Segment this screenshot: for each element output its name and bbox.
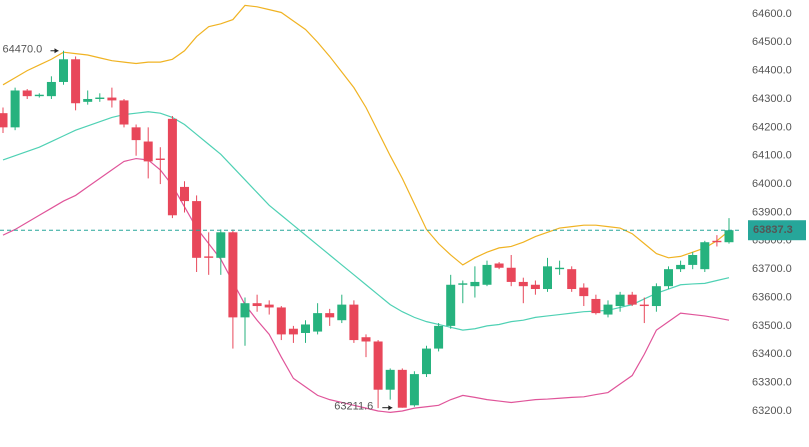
y-tick-label: 63900.0: [752, 206, 792, 218]
candle-body: [252, 303, 262, 307]
candle-body: [385, 369, 395, 390]
candle-body: [264, 304, 274, 308]
y-tick-label: 63300.0: [752, 377, 792, 389]
candle-body: [10, 90, 20, 128]
candle-body: [228, 232, 238, 318]
candle-body: [506, 267, 516, 282]
candle-body: [555, 267, 565, 270]
candle-body: [288, 328, 298, 335]
candle-body: [373, 341, 383, 390]
band-line: [2, 4, 730, 266]
candle-body: [712, 240, 722, 243]
y-tick-label: 64200.0: [752, 121, 792, 133]
y-tick-label: 64100.0: [752, 150, 792, 162]
candle-body: [434, 325, 444, 349]
candle-body: [700, 242, 710, 270]
candle-body: [567, 269, 577, 290]
y-tick-label: 63700.0: [752, 263, 792, 275]
candle-body: [603, 304, 613, 315]
candle-body: [240, 303, 250, 318]
candle-body: [167, 118, 177, 216]
candle-body: [530, 284, 540, 290]
last-price-box: [748, 220, 806, 241]
candle-body: [59, 59, 68, 82]
candle-body: [676, 264, 686, 270]
y-tick-label: 64000.0: [752, 178, 792, 190]
candle-body: [95, 97, 105, 99]
y-tick-label: 64500.0: [752, 36, 792, 48]
candle-body: [131, 127, 141, 141]
candle-body: [34, 94, 44, 97]
candle-body: [216, 232, 226, 258]
candle-body: [422, 348, 431, 375]
candle-body: [627, 294, 637, 305]
candle-body: [409, 374, 419, 406]
candle-body: [482, 264, 492, 285]
max-arrowhead: [54, 48, 59, 54]
candle-body: [361, 337, 371, 342]
candle-body: [724, 230, 734, 243]
candle-body: [639, 304, 649, 307]
candle-body: [337, 304, 347, 321]
max-label: 64470.0: [3, 44, 43, 56]
candle-body: [46, 81, 56, 97]
min-arrowhead: [388, 405, 393, 411]
candle-body: [446, 284, 456, 326]
candle-body: [470, 281, 480, 287]
candle-body: [313, 313, 323, 332]
y-tick-label: 64400.0: [752, 65, 792, 77]
candle-body: [591, 298, 601, 314]
candle-body: [22, 90, 32, 97]
min-label: 63211.6: [334, 401, 373, 413]
candle-body: [276, 307, 286, 335]
candle-body: [494, 263, 504, 268]
candle-body: [119, 100, 129, 125]
candle-body: [349, 304, 359, 341]
candle-body: [301, 324, 310, 333]
y-tick-label: 64600.0: [752, 8, 792, 20]
y-tick-label: 63400.0: [752, 348, 792, 360]
candle-body: [579, 287, 589, 297]
candle-body: [664, 269, 673, 287]
y-tick-label: 64300.0: [752, 93, 792, 105]
candle-body: [651, 286, 661, 307]
candle-body: [83, 98, 93, 102]
candle-body: [458, 283, 468, 285]
candle-body: [204, 256, 214, 258]
candle-body: [71, 59, 81, 104]
candle-body: [325, 313, 335, 318]
candle-body: [180, 186, 189, 202]
y-tick-label: 63600.0: [752, 291, 792, 303]
band-line: [2, 157, 730, 414]
candle-body: [192, 201, 202, 258]
candle-body: [0, 113, 8, 128]
last-price-label: 63837.3: [753, 224, 793, 236]
y-tick-label: 63200.0: [752, 405, 792, 417]
candle-body: [615, 294, 625, 307]
candle-body: [143, 141, 153, 162]
candle-body: [543, 266, 552, 290]
y-tick-label: 63500.0: [752, 320, 792, 332]
candle-body: [518, 281, 528, 287]
candle-body: [107, 97, 117, 101]
candle-body: [397, 369, 407, 408]
candle-body: [688, 254, 698, 265]
candle-body: [155, 158, 165, 160]
